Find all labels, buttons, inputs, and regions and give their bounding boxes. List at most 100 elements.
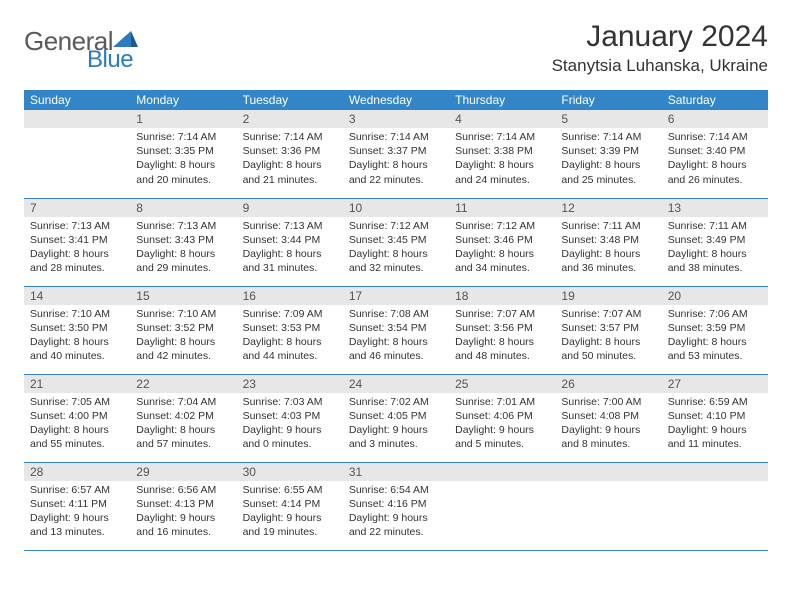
day-info-line: Sunrise: 6:59 AM bbox=[668, 395, 762, 409]
day-info-line: Daylight: 9 hours and 8 minutes. bbox=[561, 423, 655, 451]
day-info-line: Sunrise: 7:03 AM bbox=[243, 395, 337, 409]
calendar-day-cell: 24Sunrise: 7:02 AMSunset: 4:05 PMDayligh… bbox=[343, 374, 449, 462]
day-info-line: Daylight: 8 hours and 29 minutes. bbox=[136, 247, 230, 275]
day-header: Saturday bbox=[662, 90, 768, 110]
day-info-line: Daylight: 8 hours and 42 minutes. bbox=[136, 335, 230, 363]
day-number: 21 bbox=[24, 375, 130, 393]
calendar-day-cell: 4Sunrise: 7:14 AMSunset: 3:38 PMDaylight… bbox=[449, 110, 555, 198]
day-info-line: Sunset: 4:13 PM bbox=[136, 497, 230, 511]
day-info-line: Daylight: 8 hours and 25 minutes. bbox=[561, 158, 655, 186]
day-number: 29 bbox=[130, 463, 236, 481]
day-info-line: Sunset: 4:10 PM bbox=[668, 409, 762, 423]
day-header: Wednesday bbox=[343, 90, 449, 110]
day-number bbox=[24, 110, 130, 128]
day-number: 24 bbox=[343, 375, 449, 393]
day-header: Tuesday bbox=[237, 90, 343, 110]
day-number: 27 bbox=[662, 375, 768, 393]
day-content: Sunrise: 6:55 AMSunset: 4:14 PMDaylight:… bbox=[237, 481, 343, 544]
day-header: Friday bbox=[555, 90, 661, 110]
calendar-table: SundayMondayTuesdayWednesdayThursdayFrid… bbox=[24, 90, 768, 551]
day-number bbox=[662, 463, 768, 481]
day-info-line: Sunset: 3:57 PM bbox=[561, 321, 655, 335]
day-number: 3 bbox=[343, 110, 449, 128]
day-info-line: Daylight: 8 hours and 28 minutes. bbox=[30, 247, 124, 275]
day-number: 2 bbox=[237, 110, 343, 128]
calendar-day-cell: 8Sunrise: 7:13 AMSunset: 3:43 PMDaylight… bbox=[130, 198, 236, 286]
day-info-line: Sunset: 4:02 PM bbox=[136, 409, 230, 423]
day-info-line: Sunrise: 7:13 AM bbox=[30, 219, 124, 233]
day-number: 15 bbox=[130, 287, 236, 305]
day-info-line: Sunset: 3:43 PM bbox=[136, 233, 230, 247]
day-content: Sunrise: 7:08 AMSunset: 3:54 PMDaylight:… bbox=[343, 305, 449, 368]
day-content: Sunrise: 7:03 AMSunset: 4:03 PMDaylight:… bbox=[237, 393, 343, 456]
day-info-line: Sunset: 3:40 PM bbox=[668, 144, 762, 158]
day-header-row: SundayMondayTuesdayWednesdayThursdayFrid… bbox=[24, 90, 768, 110]
day-info-line: Daylight: 8 hours and 40 minutes. bbox=[30, 335, 124, 363]
calendar-day-cell: 25Sunrise: 7:01 AMSunset: 4:06 PMDayligh… bbox=[449, 374, 555, 462]
calendar-week-row: 14Sunrise: 7:10 AMSunset: 3:50 PMDayligh… bbox=[24, 286, 768, 374]
day-info-line: Daylight: 8 hours and 21 minutes. bbox=[243, 158, 337, 186]
day-info-line: Sunrise: 7:12 AM bbox=[349, 219, 443, 233]
day-info-line: Sunset: 3:54 PM bbox=[349, 321, 443, 335]
day-number: 5 bbox=[555, 110, 661, 128]
calendar-empty-cell bbox=[449, 462, 555, 550]
day-content: Sunrise: 7:11 AMSunset: 3:49 PMDaylight:… bbox=[662, 217, 768, 280]
day-info-line: Sunset: 3:48 PM bbox=[561, 233, 655, 247]
day-content: Sunrise: 6:57 AMSunset: 4:11 PMDaylight:… bbox=[24, 481, 130, 544]
day-info-line: Sunrise: 6:56 AM bbox=[136, 483, 230, 497]
day-content bbox=[24, 128, 130, 134]
day-number: 9 bbox=[237, 199, 343, 217]
day-content: Sunrise: 7:09 AMSunset: 3:53 PMDaylight:… bbox=[237, 305, 343, 368]
day-info-line: Sunset: 4:06 PM bbox=[455, 409, 549, 423]
day-info-line: Daylight: 8 hours and 20 minutes. bbox=[136, 158, 230, 186]
day-info-line: Daylight: 9 hours and 19 minutes. bbox=[243, 511, 337, 539]
day-info-line: Sunrise: 7:08 AM bbox=[349, 307, 443, 321]
day-number: 28 bbox=[24, 463, 130, 481]
day-content: Sunrise: 6:59 AMSunset: 4:10 PMDaylight:… bbox=[662, 393, 768, 456]
day-info-line: Sunset: 4:00 PM bbox=[30, 409, 124, 423]
day-info-line: Sunrise: 7:07 AM bbox=[561, 307, 655, 321]
day-info-line: Daylight: 8 hours and 46 minutes. bbox=[349, 335, 443, 363]
calendar-day-cell: 29Sunrise: 6:56 AMSunset: 4:13 PMDayligh… bbox=[130, 462, 236, 550]
day-content: Sunrise: 7:02 AMSunset: 4:05 PMDaylight:… bbox=[343, 393, 449, 456]
day-info-line: Daylight: 8 hours and 53 minutes. bbox=[668, 335, 762, 363]
day-info-line: Sunset: 4:08 PM bbox=[561, 409, 655, 423]
day-info-line: Sunset: 4:05 PM bbox=[349, 409, 443, 423]
calendar-day-cell: 28Sunrise: 6:57 AMSunset: 4:11 PMDayligh… bbox=[24, 462, 130, 550]
day-info-line: Sunrise: 7:13 AM bbox=[136, 219, 230, 233]
day-content: Sunrise: 7:14 AMSunset: 3:37 PMDaylight:… bbox=[343, 128, 449, 191]
day-content: Sunrise: 7:12 AMSunset: 3:46 PMDaylight:… bbox=[449, 217, 555, 280]
calendar-day-cell: 12Sunrise: 7:11 AMSunset: 3:48 PMDayligh… bbox=[555, 198, 661, 286]
calendar-week-row: 28Sunrise: 6:57 AMSunset: 4:11 PMDayligh… bbox=[24, 462, 768, 550]
day-number bbox=[449, 463, 555, 481]
day-number: 10 bbox=[343, 199, 449, 217]
day-content: Sunrise: 7:06 AMSunset: 3:59 PMDaylight:… bbox=[662, 305, 768, 368]
day-info-line: Sunrise: 6:54 AM bbox=[349, 483, 443, 497]
day-info-line: Daylight: 9 hours and 0 minutes. bbox=[243, 423, 337, 451]
day-info-line: Daylight: 9 hours and 11 minutes. bbox=[668, 423, 762, 451]
day-info-line: Sunrise: 7:09 AM bbox=[243, 307, 337, 321]
day-info-line: Sunrise: 7:14 AM bbox=[243, 130, 337, 144]
calendar-day-cell: 30Sunrise: 6:55 AMSunset: 4:14 PMDayligh… bbox=[237, 462, 343, 550]
day-info-line: Daylight: 8 hours and 57 minutes. bbox=[136, 423, 230, 451]
day-info-line: Sunset: 3:41 PM bbox=[30, 233, 124, 247]
day-number: 22 bbox=[130, 375, 236, 393]
title-block: January 2024 Stanytsia Luhanska, Ukraine bbox=[552, 20, 768, 76]
day-number: 17 bbox=[343, 287, 449, 305]
calendar-day-cell: 7Sunrise: 7:13 AMSunset: 3:41 PMDaylight… bbox=[24, 198, 130, 286]
calendar-day-cell: 9Sunrise: 7:13 AMSunset: 3:44 PMDaylight… bbox=[237, 198, 343, 286]
calendar-day-cell: 15Sunrise: 7:10 AMSunset: 3:52 PMDayligh… bbox=[130, 286, 236, 374]
calendar-week-row: 1Sunrise: 7:14 AMSunset: 3:35 PMDaylight… bbox=[24, 110, 768, 198]
day-info-line: Sunset: 3:50 PM bbox=[30, 321, 124, 335]
day-info-line: Daylight: 8 hours and 50 minutes. bbox=[561, 335, 655, 363]
day-content bbox=[449, 481, 555, 487]
day-info-line: Sunset: 3:44 PM bbox=[243, 233, 337, 247]
day-content: Sunrise: 7:07 AMSunset: 3:56 PMDaylight:… bbox=[449, 305, 555, 368]
calendar-day-cell: 1Sunrise: 7:14 AMSunset: 3:35 PMDaylight… bbox=[130, 110, 236, 198]
calendar-day-cell: 22Sunrise: 7:04 AMSunset: 4:02 PMDayligh… bbox=[130, 374, 236, 462]
day-info-line: Daylight: 8 hours and 31 minutes. bbox=[243, 247, 337, 275]
logo: General Blue bbox=[24, 26, 189, 57]
day-number: 18 bbox=[449, 287, 555, 305]
day-info-line: Sunset: 3:38 PM bbox=[455, 144, 549, 158]
calendar-day-cell: 19Sunrise: 7:07 AMSunset: 3:57 PMDayligh… bbox=[555, 286, 661, 374]
